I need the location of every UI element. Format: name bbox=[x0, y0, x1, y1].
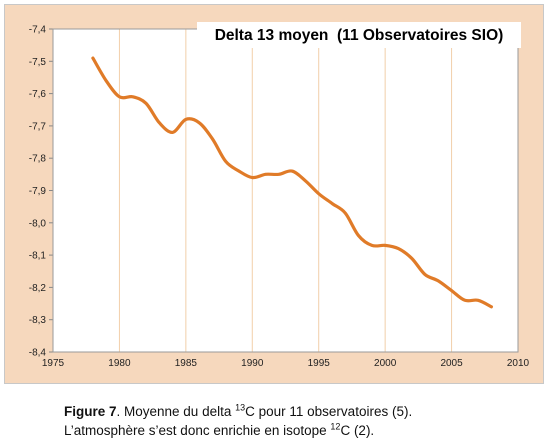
chart-title: Delta 13 moyen (11 Observatoires SIO) bbox=[215, 27, 504, 44]
y-tick-label: -7,8 bbox=[29, 154, 47, 165]
caption-superscript-12: 12 bbox=[330, 421, 341, 432]
caption-line-1: Figure 7. Moyenne du delta 13C pour 11 o… bbox=[64, 402, 534, 421]
line-chart: 1975 1980 1985 1990 1995 2000 2005 2010 -7,4 -7,5… bbox=[29, 22, 530, 369]
caption-text-1a: . Moyenne du delta bbox=[116, 404, 236, 419]
x-tick-label: 2005 bbox=[440, 358, 463, 369]
y-tick-label: -8,0 bbox=[29, 218, 47, 229]
y-tick-label: -7,4 bbox=[29, 25, 47, 36]
y-tick-label: -8,2 bbox=[29, 283, 47, 294]
figure-caption: Figure 7. Moyenne du delta 13C pour 11 o… bbox=[64, 402, 534, 440]
x-tick-label: 1980 bbox=[108, 358, 131, 369]
caption-line-2: L’atmosphère s’est donc enrichie en isot… bbox=[64, 421, 534, 440]
y-tick-label: -8,4 bbox=[29, 348, 47, 359]
title-background bbox=[197, 22, 521, 48]
caption-figure-label: Figure 7 bbox=[64, 404, 117, 419]
caption-text-1b: C pour 11 observatoires (5). bbox=[245, 404, 413, 419]
x-tick-label: 2010 bbox=[507, 358, 530, 369]
y-tick-label: -7,9 bbox=[29, 186, 47, 197]
x-tick-label: 1995 bbox=[308, 358, 331, 369]
x-tick-label: 1975 bbox=[42, 358, 65, 369]
caption-superscript-13: 13 bbox=[235, 402, 246, 413]
y-tick-label: -8,3 bbox=[29, 315, 47, 326]
caption-text-2a: L’atmosphère s’est donc enrichie en isot… bbox=[64, 423, 331, 438]
x-tick-label: 2000 bbox=[374, 358, 397, 369]
chart-frame: 1975 1980 1985 1990 1995 2000 2005 2010 -7,4 -7,5… bbox=[4, 4, 544, 384]
y-tick-label: -8,1 bbox=[29, 251, 47, 262]
y-tick-label: -7,7 bbox=[29, 121, 47, 132]
x-tick-label: 1990 bbox=[241, 358, 264, 369]
delta13-series-line bbox=[91, 56, 493, 309]
plot-area bbox=[53, 29, 518, 352]
x-tick-label: 1985 bbox=[175, 358, 198, 369]
caption-text-2b: C (2). bbox=[340, 423, 375, 438]
y-tick-label: -7,5 bbox=[29, 57, 47, 68]
y-tick-label: -7,6 bbox=[29, 89, 47, 100]
